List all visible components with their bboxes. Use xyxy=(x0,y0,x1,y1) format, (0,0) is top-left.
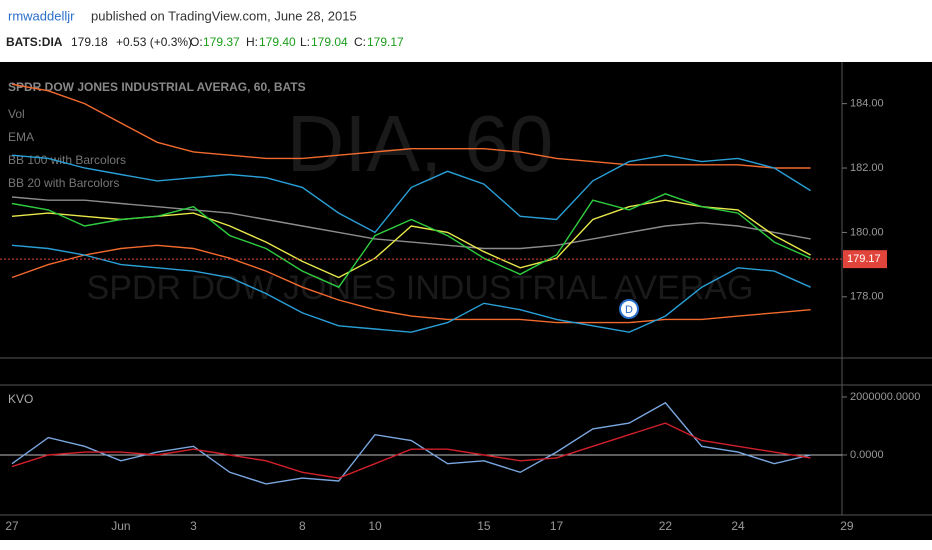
indicator-label: BB 20 with Barcolors xyxy=(8,176,119,190)
series-line xyxy=(11,401,811,485)
high: 179.40 xyxy=(259,35,296,49)
last: 179.18 xyxy=(71,35,108,49)
pane-title: KVO xyxy=(8,392,33,406)
close-label: C: xyxy=(354,35,366,49)
series-line xyxy=(11,83,811,169)
watermark: DIA, 60 xyxy=(287,99,554,188)
x-tick-label: 10 xyxy=(368,519,382,533)
x-tick-label: 29 xyxy=(840,519,854,533)
x-tick-label: 24 xyxy=(731,519,745,533)
series-line xyxy=(11,244,811,333)
low: 179.04 xyxy=(311,35,348,49)
series-line xyxy=(11,193,811,289)
series-line xyxy=(11,422,811,479)
high-label: H: xyxy=(246,35,258,49)
open: 179.37 xyxy=(203,35,240,49)
event-marker xyxy=(619,299,639,319)
y-tick-label: 184.00 xyxy=(850,98,884,110)
close: 179.17 xyxy=(367,35,404,49)
x-tick-label: 8 xyxy=(299,519,306,533)
y-tick-label: 2000000.0000 xyxy=(850,391,920,403)
x-tick-label: 22 xyxy=(659,519,673,533)
x-tick-label: 17 xyxy=(550,519,564,533)
pane-title: SPDR DOW JONES INDUSTRIAL AVERAG, 60, BA… xyxy=(8,80,306,94)
change: +0.53 (+0.3%) xyxy=(116,35,192,49)
x-tick-label: Jun xyxy=(111,519,130,533)
open-label: O: xyxy=(190,35,203,49)
indicator-label: BB 100 with Barcolors xyxy=(8,153,126,167)
series-line xyxy=(11,196,811,250)
series-line xyxy=(11,154,811,234)
indicator-label: Vol xyxy=(8,107,25,121)
symbol: BATS:DIA xyxy=(6,35,63,49)
x-tick-label: 27 xyxy=(5,519,19,533)
y-tick-label: 0.0000 xyxy=(850,449,884,461)
y-tick-label: 178.00 xyxy=(850,291,884,303)
x-tick-label: 3 xyxy=(190,519,197,533)
watermark-sub: SPDR DOW JONES INDUSTRIAL AVERAG xyxy=(87,269,754,307)
y-tick-label: 180.00 xyxy=(850,226,884,238)
last-price-label: 179.17 xyxy=(847,253,881,265)
event-marker-label: D xyxy=(625,304,633,316)
x-tick-label: 15 xyxy=(477,519,491,533)
last-price-box xyxy=(843,250,887,269)
published: published on TradingView.com, June 28, 2… xyxy=(91,8,357,23)
low-label: L: xyxy=(300,35,310,49)
y-tick-label: 182.00 xyxy=(850,162,884,174)
author[interactable]: rmwaddelljr xyxy=(8,8,75,23)
indicator-label: EMA xyxy=(8,130,34,144)
series-line xyxy=(11,244,811,324)
